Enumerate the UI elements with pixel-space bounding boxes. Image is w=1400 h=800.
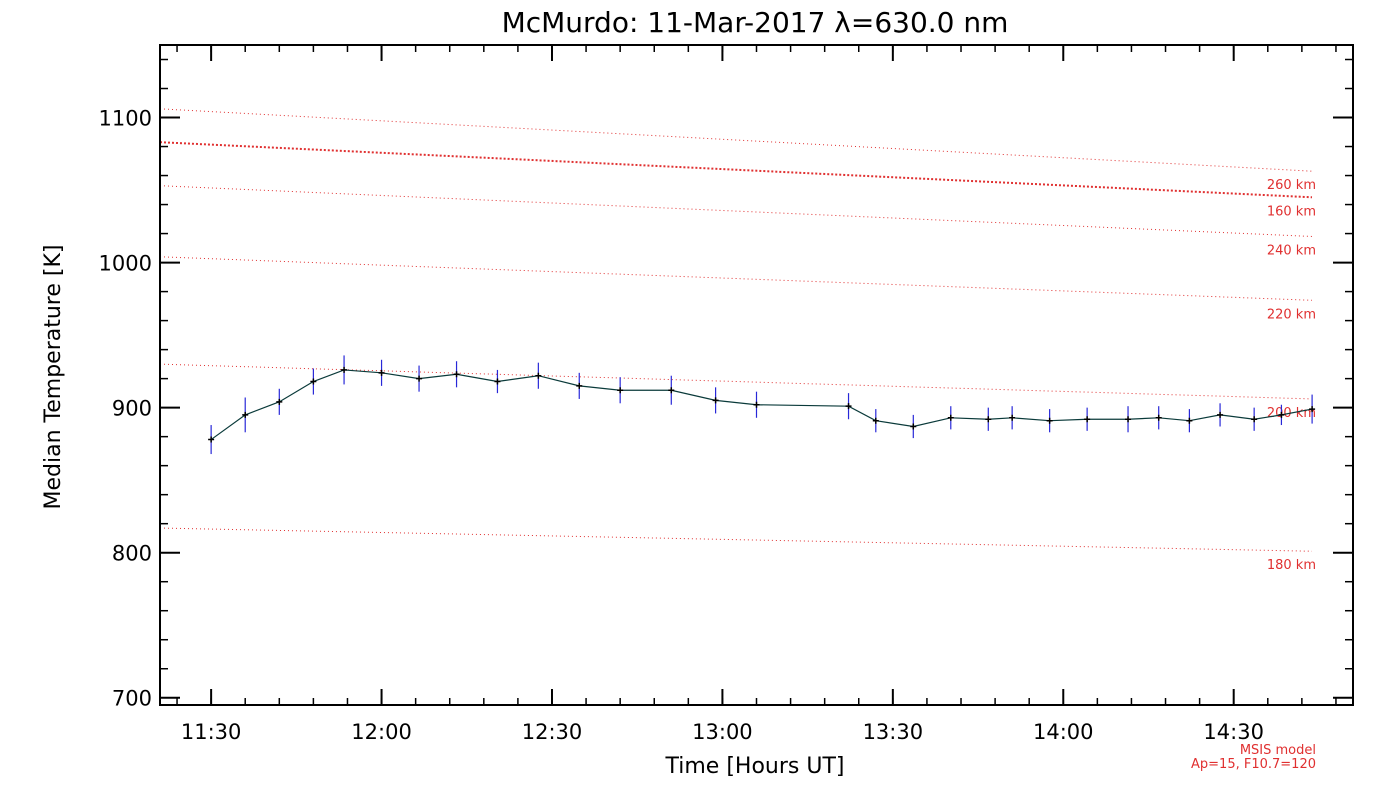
msis-line-160-km	[159, 141, 1313, 199]
data-point-29	[1309, 406, 1316, 413]
data-point-6	[416, 375, 423, 382]
data-point-11	[617, 387, 624, 394]
y-tick-label: 1100	[99, 107, 152, 131]
data-point-18	[947, 414, 954, 421]
x-axis-ticks: 11:30 12:00 12:30 13:00 13:30 14:00 14:30	[176, 45, 1337, 744]
data-point-26	[1217, 411, 1224, 418]
data-point-23	[1125, 416, 1132, 423]
x-tick-label: 13:30	[863, 720, 924, 744]
data-point-14	[753, 401, 760, 408]
data-point-21	[1046, 417, 1053, 424]
y-axis-ticks: 700 800 900 1000 1100	[99, 58, 1353, 711]
y-tick-label: 700	[112, 687, 152, 711]
msis-line-260-km	[159, 108, 1313, 172]
msis-label-180-km: 180 km	[1267, 558, 1316, 573]
data-point-15	[845, 403, 852, 410]
data-series	[208, 355, 1316, 455]
data-point-16	[872, 417, 879, 424]
data-point-10	[576, 382, 583, 389]
data-point-2	[276, 398, 283, 405]
chart-title: McMurdo: 11-Mar-2017 λ=630.0 nm	[502, 6, 1009, 39]
data-point-3	[310, 378, 317, 385]
data-point-5	[378, 369, 385, 376]
data-point-19	[985, 416, 992, 423]
data-point-17	[910, 423, 917, 430]
data-point-22	[1084, 416, 1091, 423]
data-point-20	[1009, 414, 1016, 421]
x-tick-label: 14:00	[1033, 720, 1094, 744]
msis-params-note: Ap=15, F10.7=120	[1191, 757, 1316, 772]
data-point-28	[1278, 411, 1285, 418]
plot-border	[159, 44, 1354, 706]
plot-frame	[159, 44, 1354, 706]
y-axis-label: Median Temperature [K]	[41, 245, 66, 510]
data-point-9	[535, 372, 542, 379]
data-point-13	[712, 397, 719, 404]
x-tick-label: 11:30	[181, 720, 242, 744]
x-tick-label: 14:30	[1203, 720, 1264, 744]
msis-line-220-km	[159, 256, 1313, 301]
msis-line-180-km	[159, 527, 1313, 552]
series-line	[210, 369, 1313, 441]
msis-model-note: MSIS model	[1240, 743, 1316, 758]
y-tick-label: 800	[112, 542, 152, 566]
msis-line-240-km	[159, 185, 1313, 237]
data-point-25	[1186, 417, 1193, 424]
x-tick-label: 13:00	[692, 720, 753, 744]
msis-label-220-km: 220 km	[1267, 307, 1316, 322]
data-point-0	[208, 436, 215, 443]
msis-line-200-km	[159, 363, 1313, 400]
data-point-4	[341, 366, 348, 373]
data-point-8	[494, 378, 501, 385]
msis-label-240-km: 240 km	[1267, 243, 1316, 258]
y-tick-label: 900	[112, 397, 152, 421]
y-tick-label: 1000	[99, 252, 152, 276]
x-tick-label: 12:00	[351, 720, 412, 744]
data-point-7	[453, 371, 460, 378]
x-tick-label: 12:30	[522, 720, 583, 744]
data-point-1	[242, 411, 249, 418]
x-axis-label: Time [Hours UT]	[665, 754, 845, 779]
data-point-24	[1155, 414, 1162, 421]
msis-label-160-km: 160 km	[1267, 204, 1316, 219]
data-point-12	[668, 387, 675, 394]
data-point-27	[1251, 416, 1258, 423]
msis-label-260-km: 260 km	[1267, 178, 1316, 193]
